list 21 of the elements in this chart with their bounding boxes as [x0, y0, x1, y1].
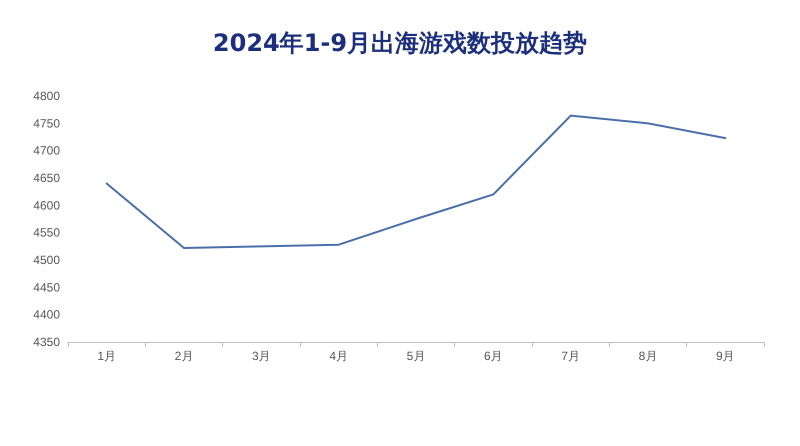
y-tick-label: 4400: [33, 308, 60, 322]
y-tick-label: 4800: [33, 89, 60, 103]
y-tick-label: 4550: [33, 226, 60, 240]
y-tick-label: 4450: [33, 280, 60, 294]
y-tick-label: 4700: [33, 144, 60, 158]
y-tick-label: 4500: [33, 253, 60, 267]
x-tick-label: 2月: [174, 349, 194, 363]
y-tick-label: 4600: [33, 198, 60, 212]
x-tick-label: 5月: [406, 349, 426, 363]
y-tick-label: 4350: [33, 335, 60, 349]
x-tick-label: 7月: [561, 349, 580, 363]
x-tick-label: 6月: [484, 349, 503, 363]
x-tick-label: 9月: [716, 349, 735, 363]
x-tick-label: 8月: [638, 349, 658, 363]
x-tick-label: 1月: [97, 349, 116, 363]
x-tick-label: 4月: [329, 349, 348, 363]
chart-title: 2024年1-9月出海游戏数投放趋势: [212, 29, 588, 57]
line-series: [106, 114, 726, 249]
y-tick-label: 4750: [33, 116, 60, 130]
x-tick-label: 3月: [252, 349, 271, 363]
y-tick-label: 4650: [33, 171, 60, 185]
